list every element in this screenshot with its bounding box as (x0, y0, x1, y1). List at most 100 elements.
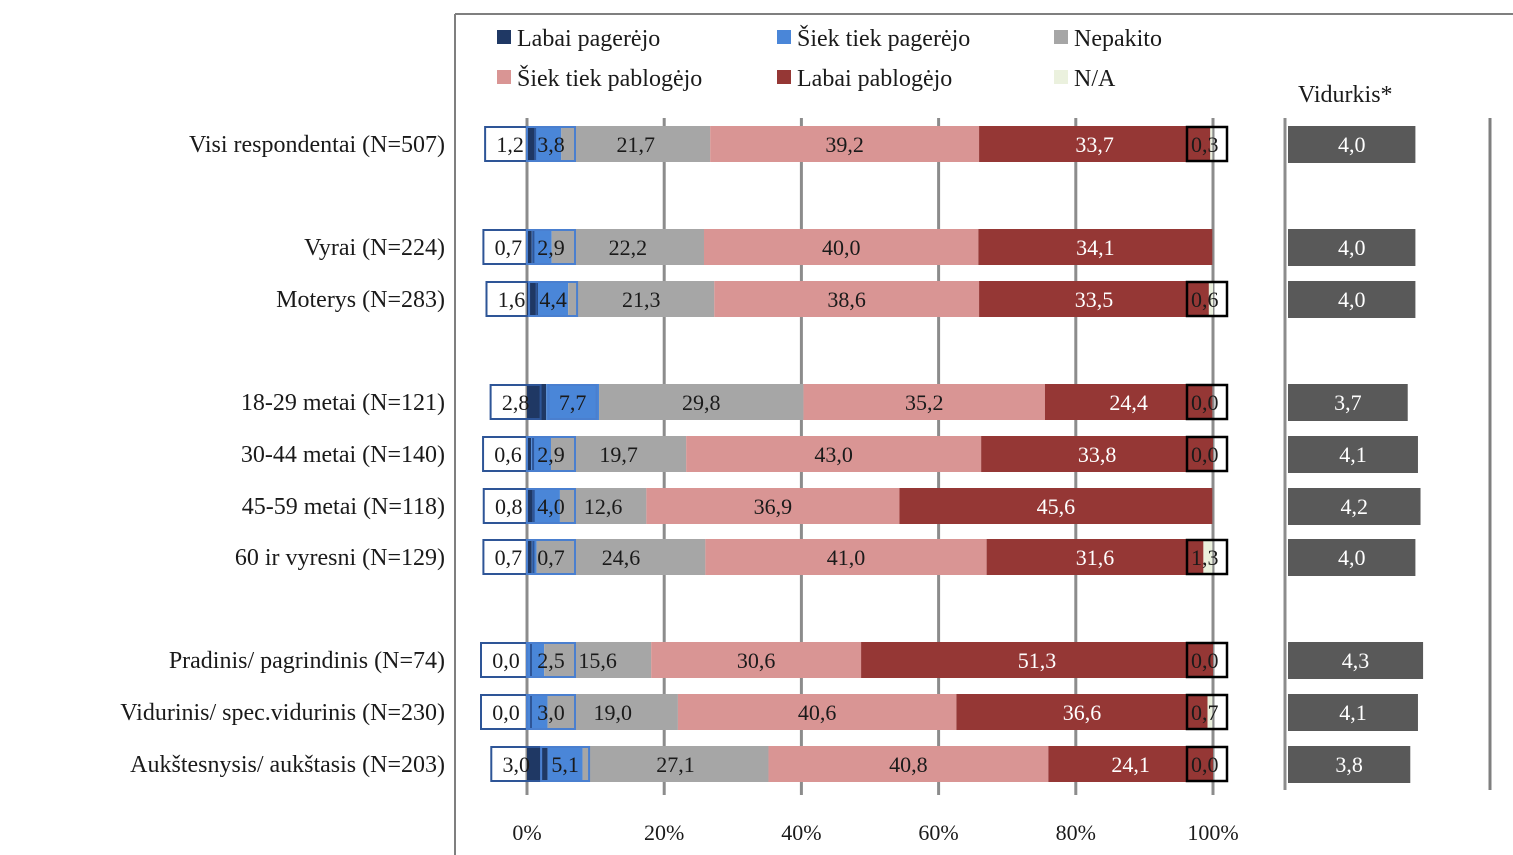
data-label: 3,0 (537, 700, 565, 725)
value-boxes (480, 125, 1229, 783)
legend-swatch (1054, 30, 1068, 44)
data-label: 24,4 (1109, 390, 1148, 415)
bar-segment (527, 384, 547, 420)
data-label-box (526, 539, 576, 575)
average-label: 4,0 (1338, 132, 1366, 157)
bar-segment (547, 694, 678, 730)
data-label: 2,5 (537, 648, 565, 673)
bar-segment (979, 281, 1209, 317)
bar-segment (551, 436, 687, 472)
bar-segment (686, 436, 982, 472)
data-label: 0,6 (1191, 287, 1219, 312)
data-label: 35,2 (905, 390, 944, 415)
bar-segment (537, 281, 569, 317)
data-label: 0,0 (1191, 390, 1219, 415)
data-label: 2,8 (502, 390, 530, 415)
data-label-box (1185, 125, 1229, 163)
data-label-box (526, 229, 576, 265)
data-label: 36,6 (1063, 700, 1102, 725)
data-label-box (482, 436, 535, 472)
data-label-box (489, 384, 542, 420)
average-label: 4,0 (1338, 545, 1366, 570)
average-bar (1288, 281, 1416, 318)
data-label: 24,1 (1111, 752, 1150, 777)
bar-segment (979, 126, 1211, 162)
average-bar (1288, 126, 1416, 163)
bar-segment (544, 642, 652, 678)
category-label: 45-59 metai (N=118) (242, 494, 445, 520)
bar-segment (1210, 126, 1213, 162)
average-label: 3,8 (1335, 752, 1363, 777)
legend: Labai pagerėjo Šiek tiek pagerėjo Nepakito… (497, 25, 1162, 92)
bar-segment (1207, 694, 1213, 730)
bar-segment (1048, 746, 1213, 782)
data-label-box (526, 436, 576, 472)
average-bar (1288, 436, 1418, 473)
data-label: 0,0 (1191, 752, 1219, 777)
average-bar (1288, 229, 1416, 266)
bar-segment (527, 229, 532, 265)
category-label: Visi respondentai (N=507) (189, 132, 445, 158)
average-label: 4,1 (1339, 700, 1367, 725)
data-label-box (482, 229, 535, 265)
bars (527, 126, 1213, 782)
data-label: 21,7 (616, 132, 655, 157)
legend-label: Nepakito (1074, 26, 1162, 52)
data-label: 4,0 (537, 494, 565, 519)
bar-segment (531, 436, 552, 472)
category-label: Moterys (N=283) (276, 287, 445, 313)
data-label: 21,3 (622, 287, 661, 312)
category-labels: Visi respondentai (N=507) Vyrai (N=224) Mo… (120, 132, 445, 778)
average-label: 4,3 (1342, 648, 1370, 673)
bar-segment (803, 384, 1045, 420)
data-label-box (1185, 641, 1229, 679)
bar-segment (1208, 281, 1213, 317)
x-tick-label: 0% (512, 820, 541, 845)
data-label: 3,8 (537, 132, 565, 157)
bar-segment (1044, 384, 1213, 420)
average-bar (1288, 488, 1421, 525)
data-label: 40,8 (889, 752, 928, 777)
average-bar (1288, 642, 1424, 679)
bar-segment (1203, 539, 1213, 575)
category-label: 60 ir vyresni (N=129) (235, 545, 445, 571)
data-label: 33,5 (1075, 287, 1114, 312)
data-label-box (526, 488, 576, 524)
data-label: 0,8 (495, 494, 523, 519)
data-label: 40,6 (798, 700, 837, 725)
data-label-box (528, 281, 579, 317)
category-label: 30-44 metai (N=140) (241, 442, 445, 468)
data-label-box (526, 642, 576, 678)
data-label: 0,6 (494, 442, 522, 467)
bar-segment (646, 488, 900, 524)
bar-segment (677, 694, 957, 730)
data-label: 0,0 (1191, 442, 1219, 467)
bar-segment (536, 539, 706, 575)
bar-segment (861, 642, 1213, 678)
x-tick-label: 80% (1056, 820, 1096, 845)
data-label: 22,2 (609, 235, 648, 260)
data-label: 30,6 (737, 648, 776, 673)
bar-segment (768, 746, 1049, 782)
x-tick-label: 40% (781, 820, 821, 845)
data-label-box (540, 746, 591, 782)
average-bar (1288, 694, 1418, 731)
data-label: 41,0 (827, 545, 866, 570)
bar-segment (527, 746, 548, 782)
average-label: 4,0 (1338, 235, 1366, 260)
data-label: 51,3 (1018, 648, 1057, 673)
data-label: 33,8 (1078, 442, 1117, 467)
bar-segment (546, 384, 600, 420)
data-label: 0,7 (495, 545, 523, 570)
bar-segment (582, 746, 769, 782)
data-label: 31,6 (1076, 545, 1115, 570)
data-label: 2,9 (537, 235, 565, 260)
bar-segment (599, 384, 804, 420)
data-label: 40,0 (822, 235, 861, 260)
legend-label: N/A (1074, 66, 1116, 92)
data-label: 0,7 (495, 235, 523, 260)
average-title: Vidurkis* (1298, 82, 1393, 108)
bar-segment (527, 488, 533, 524)
bar-segment (527, 436, 532, 472)
